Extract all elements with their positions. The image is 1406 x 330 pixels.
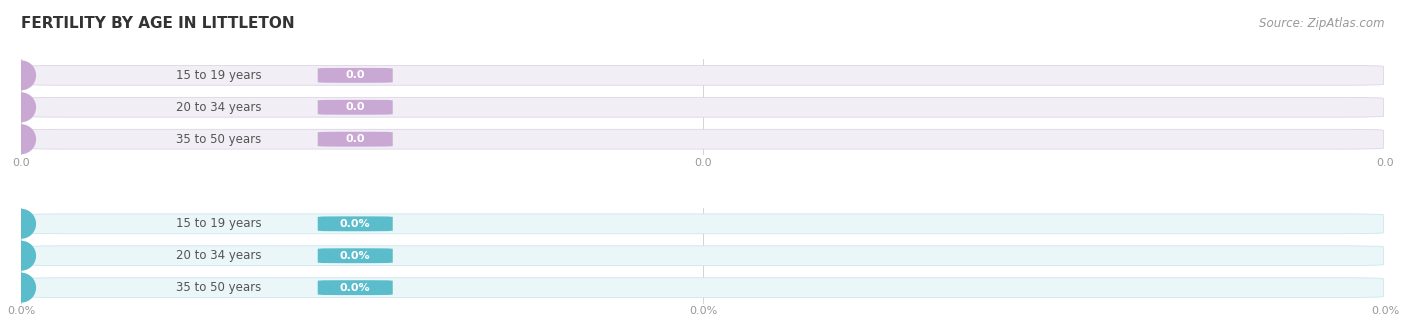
Text: 35 to 50 years: 35 to 50 years (176, 281, 262, 294)
Text: 20 to 34 years: 20 to 34 years (176, 101, 262, 114)
Text: 0.0%: 0.0% (340, 219, 371, 229)
Text: 0.0: 0.0 (346, 70, 366, 81)
FancyBboxPatch shape (22, 278, 1384, 298)
FancyBboxPatch shape (22, 65, 1384, 85)
Text: 0.0%: 0.0% (340, 282, 371, 293)
FancyBboxPatch shape (318, 68, 392, 83)
Ellipse shape (6, 124, 37, 154)
Ellipse shape (6, 241, 37, 271)
Text: FERTILITY BY AGE IN LITTLETON: FERTILITY BY AGE IN LITTLETON (21, 16, 295, 31)
Text: Source: ZipAtlas.com: Source: ZipAtlas.com (1260, 16, 1385, 29)
FancyBboxPatch shape (22, 129, 1384, 149)
FancyBboxPatch shape (22, 246, 1384, 266)
FancyBboxPatch shape (318, 248, 392, 263)
FancyBboxPatch shape (318, 280, 392, 295)
FancyBboxPatch shape (22, 214, 1384, 234)
Ellipse shape (6, 273, 37, 303)
Ellipse shape (6, 209, 37, 239)
Text: 35 to 50 years: 35 to 50 years (176, 133, 262, 146)
FancyBboxPatch shape (318, 216, 392, 231)
Text: 15 to 19 years: 15 to 19 years (176, 69, 262, 82)
Text: 0.0: 0.0 (346, 134, 366, 144)
Ellipse shape (6, 60, 37, 90)
Text: 15 to 19 years: 15 to 19 years (176, 217, 262, 230)
FancyBboxPatch shape (22, 97, 1384, 117)
FancyBboxPatch shape (318, 100, 392, 115)
Text: 20 to 34 years: 20 to 34 years (176, 249, 262, 262)
Text: 0.0: 0.0 (346, 102, 366, 112)
FancyBboxPatch shape (318, 132, 392, 147)
Ellipse shape (6, 92, 37, 122)
Text: 0.0%: 0.0% (340, 251, 371, 261)
